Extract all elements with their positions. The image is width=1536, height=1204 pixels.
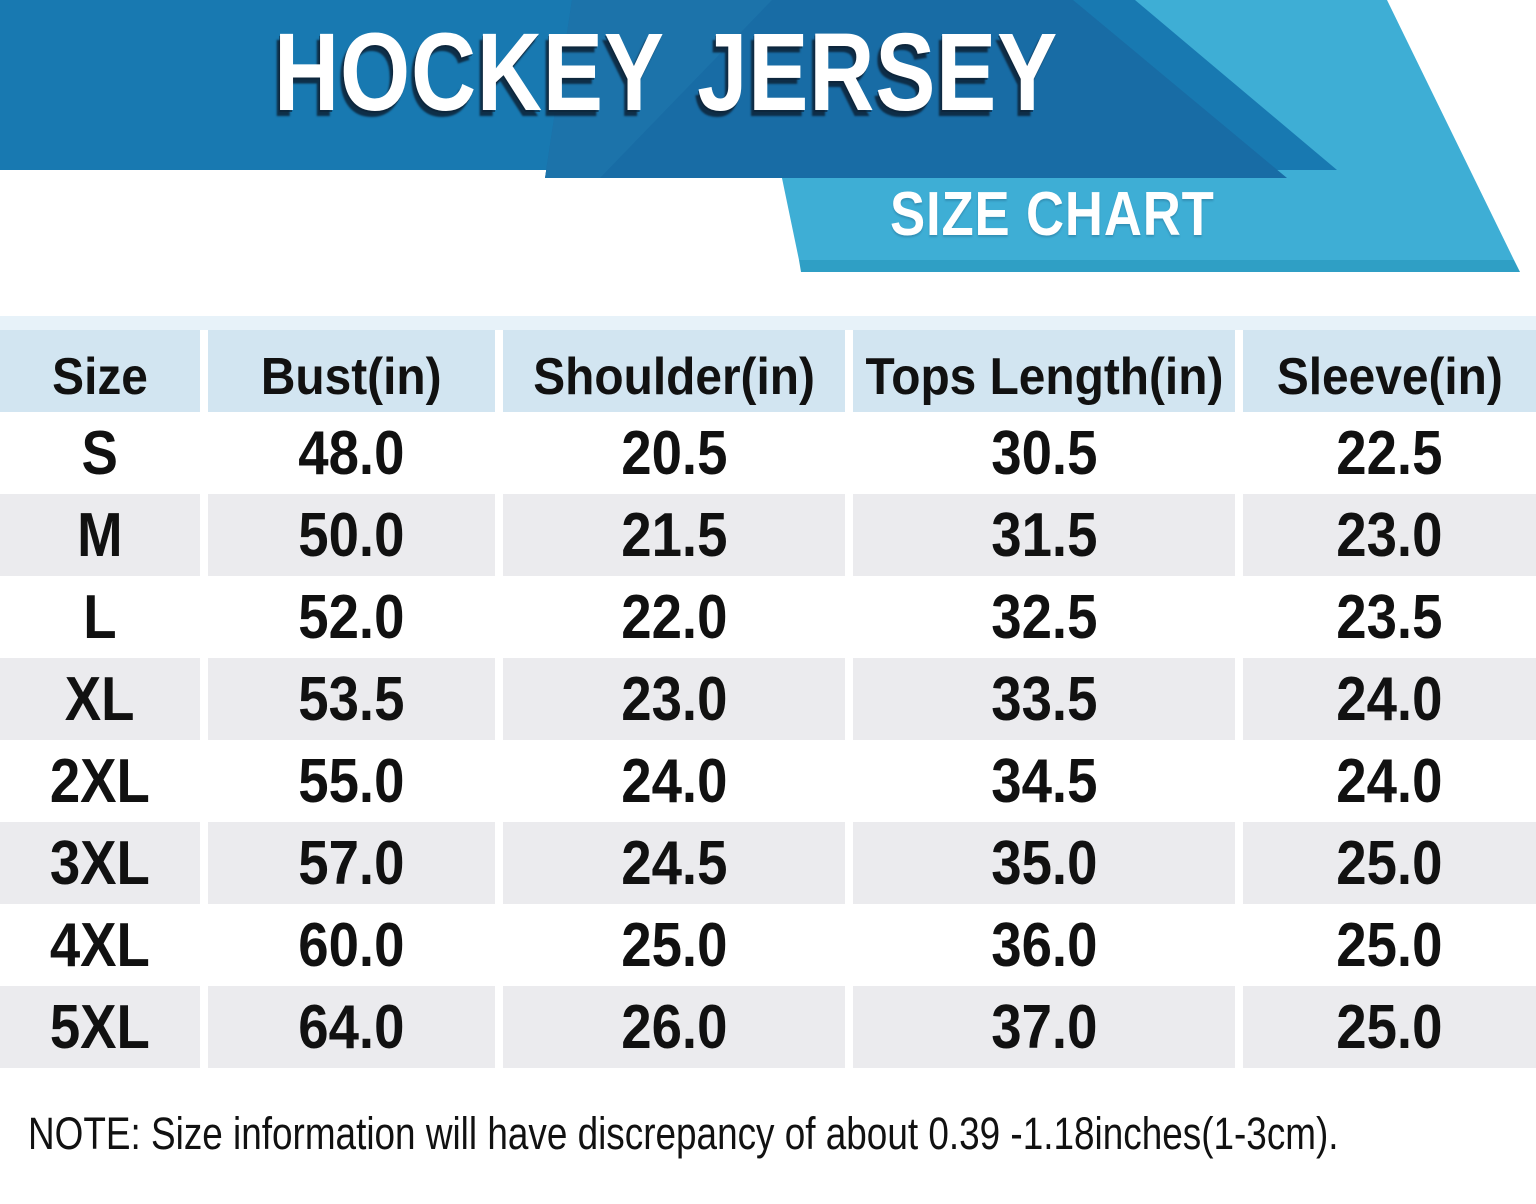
value-cell: 23.0	[1243, 494, 1536, 576]
value-cell: 21.5	[503, 494, 845, 576]
header-cell-size: Size	[0, 330, 200, 424]
pale-divider-strip	[0, 316, 1536, 330]
value-cell: 48.0	[208, 412, 495, 494]
size-cell: 3XL	[0, 822, 200, 904]
header-cell-shoulder: Shoulder(in)	[503, 330, 845, 424]
value-cell: 23.0	[503, 658, 845, 740]
value-cell: 34.5	[853, 740, 1235, 822]
banner-shapes	[0, 0, 1520, 272]
value-cell: 57.0	[208, 822, 495, 904]
value-cell: 60.0	[208, 904, 495, 986]
page-title: HOCKEY JERSEY	[274, 11, 1059, 134]
banner-shape-lightblue-edge	[799, 260, 1520, 272]
header-cell-bust: Bust(in)	[208, 330, 495, 424]
value-cell: 20.5	[503, 412, 845, 494]
value-cell: 24.0	[1243, 658, 1536, 740]
size-table: Size Bust(in) Shoulder(in) Tops Length(i…	[0, 330, 1536, 1068]
size-cell: L	[0, 576, 200, 658]
value-cell: 31.5	[853, 494, 1235, 576]
note-text: NOTE: Size information will have discrep…	[28, 1108, 1339, 1159]
value-cell: 32.5	[853, 576, 1235, 658]
banner-shape-blend-wedge	[545, 0, 772, 178]
value-cell: 50.0	[208, 494, 495, 576]
value-cell: 33.5	[853, 658, 1235, 740]
value-cell: 24.5	[503, 822, 845, 904]
banner-shape-dark-parallelogram	[545, 0, 1287, 178]
value-cell: 25.0	[503, 904, 845, 986]
size-cell: 2XL	[0, 740, 200, 822]
page-subtitle: SIZE CHART	[890, 180, 1215, 249]
header-cell-sleeve: Sleeve(in)	[1243, 330, 1536, 424]
size-cell: M	[0, 494, 200, 576]
header-cell-tops-length: Tops Length(in)	[853, 330, 1235, 424]
value-cell: 37.0	[853, 986, 1235, 1068]
value-cell: 55.0	[208, 740, 495, 822]
value-cell: 22.5	[1243, 412, 1536, 494]
size-cell: 4XL	[0, 904, 200, 986]
value-cell: 25.0	[1243, 904, 1536, 986]
size-cell: S	[0, 412, 200, 494]
value-cell: 53.5	[208, 658, 495, 740]
value-cell: 23.5	[1243, 576, 1536, 658]
value-cell: 22.0	[503, 576, 845, 658]
banner: HOCKEY JERSEY SIZE CHART	[0, 0, 1536, 290]
value-cell: 64.0	[208, 986, 495, 1068]
size-cell: XL	[0, 658, 200, 740]
value-cell: 24.0	[1243, 740, 1536, 822]
value-cell: 25.0	[1243, 986, 1536, 1068]
value-cell: 35.0	[853, 822, 1235, 904]
value-cell: 36.0	[853, 904, 1235, 986]
value-cell: 52.0	[208, 576, 495, 658]
size-cell: 5XL	[0, 986, 200, 1068]
value-cell: 25.0	[1243, 822, 1536, 904]
value-cell: 26.0	[503, 986, 845, 1068]
value-cell: 24.0	[503, 740, 845, 822]
value-cell: 30.5	[853, 412, 1235, 494]
